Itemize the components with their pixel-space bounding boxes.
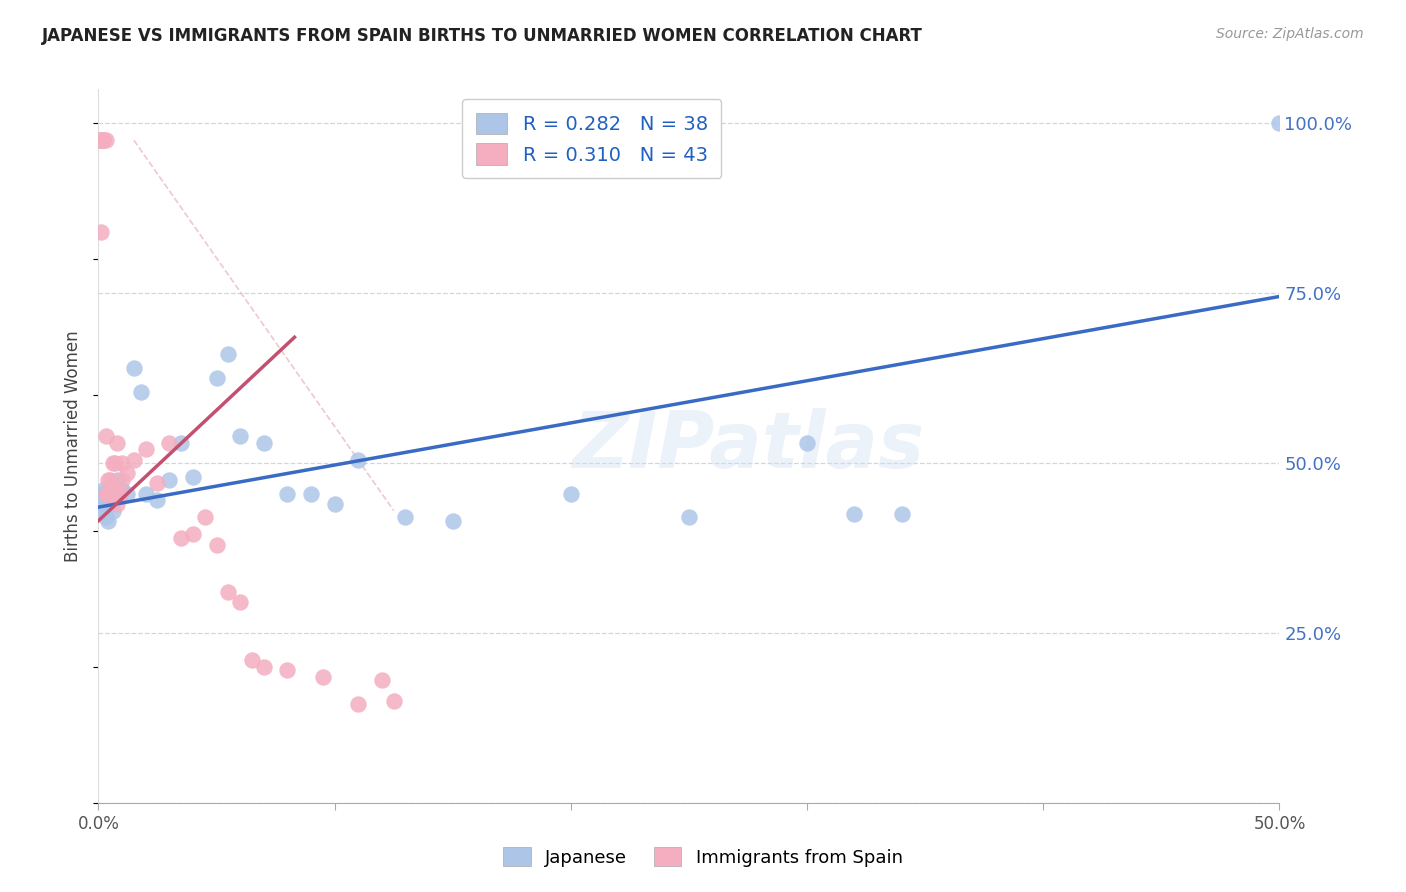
- Point: [111, 483, 134, 498]
- Point: [170, 435, 193, 450]
- Point: [90, 225, 112, 239]
- Point: [678, 510, 700, 524]
- Point: [312, 670, 335, 684]
- Point: [105, 473, 128, 487]
- Point: [101, 456, 124, 470]
- Point: [90, 497, 112, 511]
- Point: [108, 486, 131, 500]
- Point: [217, 585, 239, 599]
- Point: [181, 469, 204, 483]
- Point: [98, 486, 121, 500]
- Text: JAPANESE VS IMMIGRANTS FROM SPAIN BIRTHS TO UNMARRIED WOMEN CORRELATION CHART: JAPANESE VS IMMIGRANTS FROM SPAIN BIRTHS…: [42, 27, 924, 45]
- Y-axis label: Births to Unmarried Women: Births to Unmarried Women: [65, 330, 83, 562]
- Point: [135, 442, 157, 457]
- Point: [105, 435, 128, 450]
- Point: [91, 503, 114, 517]
- Point: [115, 466, 138, 480]
- Point: [129, 384, 152, 399]
- Point: [94, 486, 117, 500]
- Point: [157, 473, 180, 487]
- Point: [101, 503, 124, 517]
- Point: [229, 429, 252, 443]
- Point: [229, 595, 252, 609]
- Point: [94, 510, 117, 524]
- Point: [97, 486, 120, 500]
- Legend: Japanese, Immigrants from Spain: Japanese, Immigrants from Spain: [496, 840, 910, 874]
- Point: [91, 133, 114, 147]
- Point: [98, 497, 121, 511]
- Point: [94, 429, 117, 443]
- Point: [94, 493, 117, 508]
- Point: [194, 510, 217, 524]
- Point: [98, 483, 121, 498]
- Point: [115, 486, 138, 500]
- Point: [382, 694, 405, 708]
- Point: [104, 483, 127, 498]
- Point: [91, 133, 114, 147]
- Point: [90, 133, 112, 147]
- Point: [240, 653, 263, 667]
- Point: [111, 473, 134, 487]
- Point: [276, 486, 298, 500]
- Point: [91, 483, 114, 498]
- Point: [90, 133, 112, 147]
- Point: [146, 476, 169, 491]
- Point: [108, 486, 131, 500]
- Point: [560, 486, 582, 500]
- Point: [170, 531, 193, 545]
- Point: [91, 133, 114, 147]
- Point: [890, 507, 912, 521]
- Point: [90, 133, 112, 147]
- Point: [299, 486, 322, 500]
- Point: [135, 486, 157, 500]
- Point: [104, 486, 127, 500]
- Point: [276, 663, 298, 677]
- Point: [371, 673, 394, 688]
- Point: [347, 698, 370, 712]
- Point: [122, 360, 145, 375]
- Point: [122, 452, 145, 467]
- Point: [97, 473, 120, 487]
- Point: [1268, 116, 1291, 130]
- Point: [844, 507, 866, 521]
- Point: [90, 486, 112, 500]
- Legend: R = 0.282   N = 38, R = 0.310   N = 43: R = 0.282 N = 38, R = 0.310 N = 43: [463, 99, 721, 178]
- Point: [97, 514, 120, 528]
- Point: [146, 493, 169, 508]
- Point: [394, 510, 416, 524]
- Point: [91, 133, 114, 147]
- Point: [105, 497, 128, 511]
- Point: [181, 527, 204, 541]
- Point: [796, 435, 818, 450]
- Point: [90, 133, 112, 147]
- Point: [253, 435, 276, 450]
- Point: [205, 537, 228, 551]
- Point: [253, 660, 276, 674]
- Point: [323, 497, 346, 511]
- Point: [104, 456, 127, 470]
- Text: Source: ZipAtlas.com: Source: ZipAtlas.com: [1216, 27, 1364, 41]
- Text: ZIPatlas: ZIPatlas: [572, 408, 924, 484]
- Point: [157, 435, 180, 450]
- Point: [101, 483, 124, 498]
- Point: [94, 133, 117, 147]
- Point: [347, 452, 370, 467]
- Point: [205, 371, 228, 385]
- Point: [98, 473, 121, 487]
- Point: [441, 514, 464, 528]
- Point: [217, 347, 239, 361]
- Point: [111, 456, 134, 470]
